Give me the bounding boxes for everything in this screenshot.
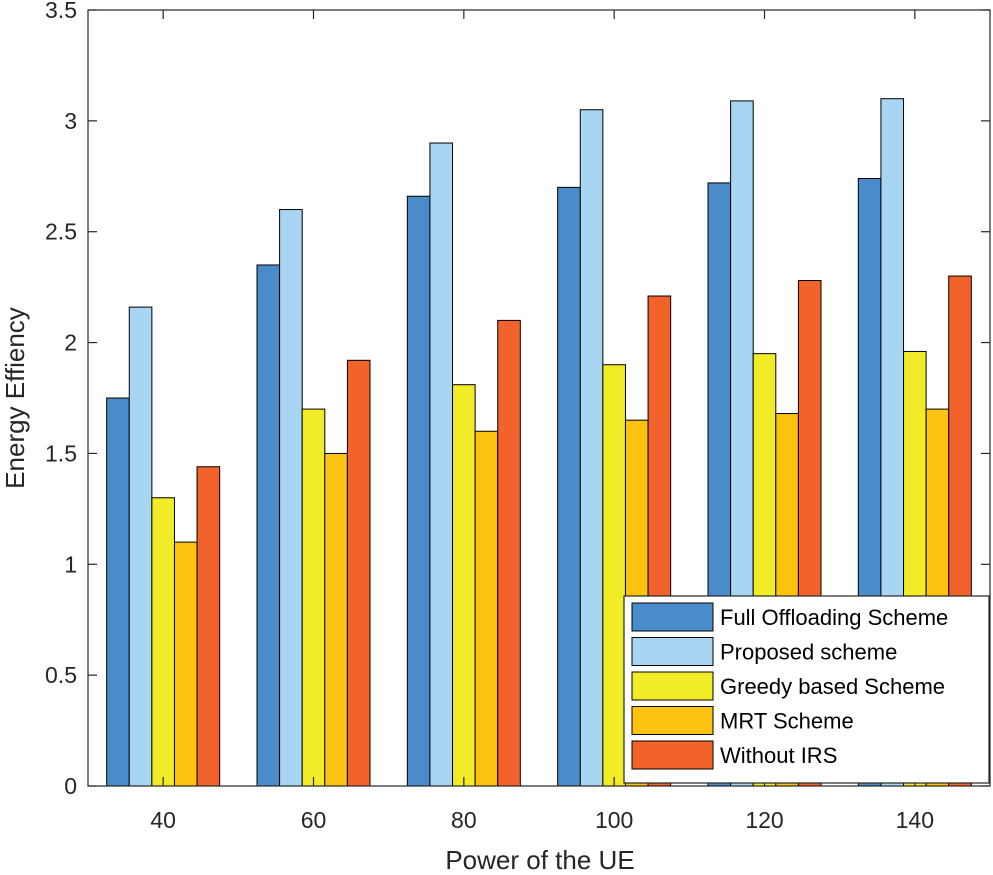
bar-mrt-scheme-40 bbox=[173, 541, 198, 787]
plot-frame bbox=[87, 9, 991, 787]
legend-label: MRT Scheme bbox=[720, 709, 854, 734]
legend-swatch bbox=[631, 740, 714, 770]
bar-full-offloading-scheme-100 bbox=[557, 186, 581, 787]
bar-mrt-scheme-60 bbox=[324, 452, 348, 787]
bar-proposed-scheme-40 bbox=[128, 306, 153, 787]
bar-full-offloading-scheme-40 bbox=[106, 397, 130, 787]
bar-full-offloading-scheme-60 bbox=[256, 264, 281, 787]
x-tick-label: 80 bbox=[451, 807, 477, 833]
y-tick-label: 2 bbox=[64, 330, 77, 356]
y-tick-label: 3 bbox=[64, 108, 77, 134]
legend-label: Without IRS bbox=[720, 743, 837, 768]
bar-greedy-based-scheme-40 bbox=[151, 497, 175, 787]
bar-full-offloading-scheme-80 bbox=[406, 195, 431, 787]
bar-mrt-scheme-80 bbox=[474, 430, 499, 787]
legend-label: Greedy based Scheme bbox=[720, 674, 945, 699]
y-tick-label: 0.5 bbox=[45, 662, 77, 688]
y-tick-label: 3.5 bbox=[45, 0, 77, 23]
legend-swatch bbox=[631, 602, 714, 632]
legend: Full Offloading Scheme Proposed scheme Gre… bbox=[623, 595, 990, 784]
y-tick-label: 0 bbox=[64, 773, 77, 799]
y-tick-label: 1 bbox=[64, 551, 77, 577]
y-tick-label: 1.5 bbox=[45, 440, 77, 466]
axes-layer bbox=[87, 9, 991, 787]
bar-proposed-scheme-100 bbox=[579, 109, 604, 787]
bar-without-irs-80 bbox=[497, 319, 521, 787]
bar-greedy-based-scheme-60 bbox=[301, 408, 326, 787]
legend-label: Proposed scheme bbox=[720, 640, 897, 665]
legend-swatch bbox=[631, 671, 714, 701]
bar-proposed-scheme-60 bbox=[279, 209, 303, 787]
ticks-layer: 0 0.5 1 1.5 2 2.5 3 3.5 40 60 80 100 120 140 bbox=[45, 0, 990, 833]
bar-without-irs-40 bbox=[196, 466, 221, 787]
y-tick-label: 2.5 bbox=[45, 219, 77, 245]
legend-label: Full Offloading Scheme bbox=[720, 605, 948, 630]
bar-greedy-based-scheme-80 bbox=[452, 384, 476, 787]
x-tick-label: 100 bbox=[595, 807, 633, 833]
bar-greedy-based-scheme-100 bbox=[602, 364, 626, 787]
legend-swatch bbox=[631, 637, 714, 666]
x-tick-label: 120 bbox=[745, 807, 783, 833]
x-tick-label: 140 bbox=[896, 807, 934, 833]
x-axis-label: Power of the UE bbox=[445, 845, 634, 875]
x-tick-label: 40 bbox=[150, 807, 176, 833]
legend-swatch bbox=[631, 706, 714, 735]
x-tick-label: 60 bbox=[301, 807, 327, 833]
bar-proposed-scheme-80 bbox=[429, 142, 454, 787]
bar-without-irs-60 bbox=[346, 359, 371, 787]
y-axis-label: Energy Effiency bbox=[0, 307, 30, 489]
